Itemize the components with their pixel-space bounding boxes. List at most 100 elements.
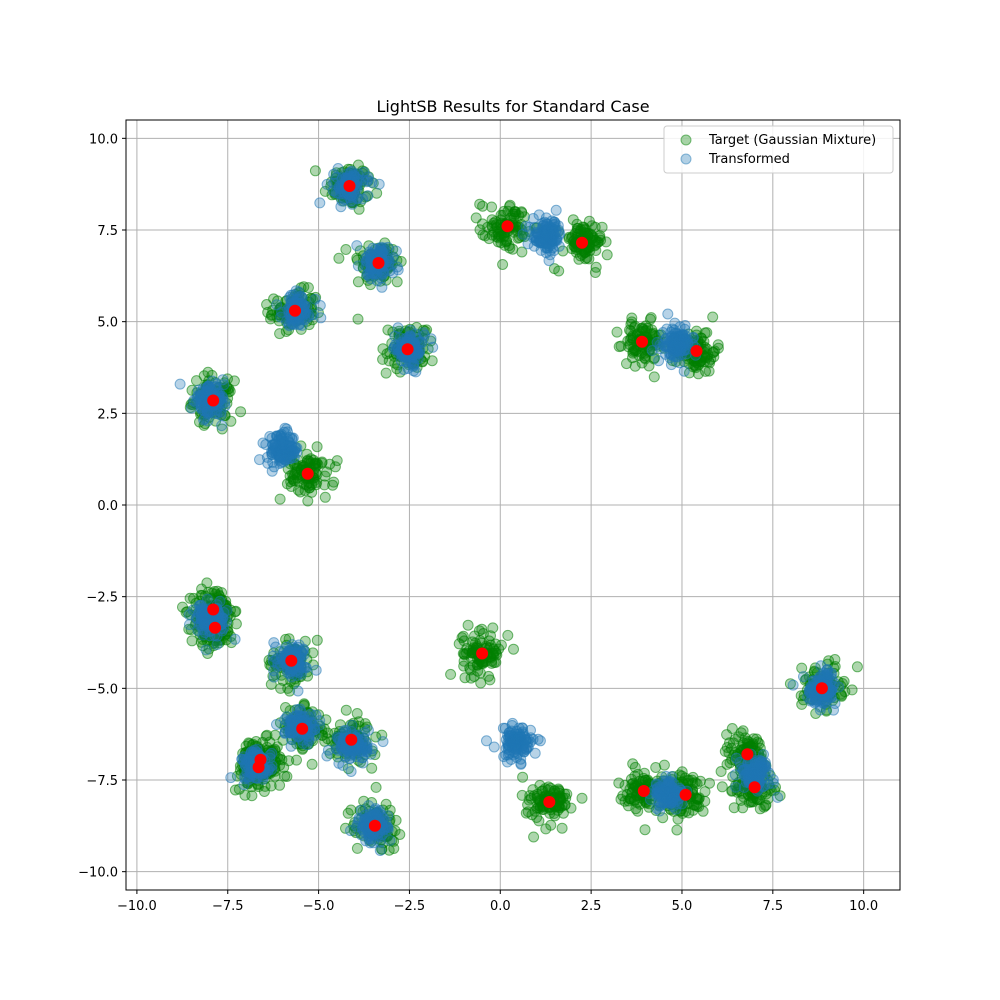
target-point: [352, 313, 364, 325]
legend-marker-target: [680, 134, 692, 146]
transformed-point: [828, 704, 839, 716]
target-point: [567, 214, 579, 226]
transformed-point: [288, 452, 300, 463]
target-point: [445, 668, 457, 680]
legend: Target (Gaussian Mixture) Transformed: [663, 125, 894, 174]
transformed-point: [665, 326, 677, 338]
center-point: [679, 788, 692, 801]
center-point: [636, 335, 648, 348]
transformed-point: [254, 454, 265, 466]
transformed-point: [513, 732, 525, 744]
transformed-point: [362, 174, 374, 186]
target-point: [352, 159, 364, 171]
target-point: [345, 804, 357, 816]
target-point: [690, 362, 702, 374]
target-point: [498, 230, 510, 242]
target-point: [310, 460, 322, 472]
target-point: [328, 476, 340, 488]
transformed-point: [345, 766, 357, 777]
target-point: [477, 218, 488, 230]
target-point: [683, 807, 695, 819]
transformed-point: [678, 365, 690, 377]
target-point: [298, 478, 310, 490]
target-point: [340, 704, 352, 716]
center-point: [815, 682, 828, 695]
transformed-point: [271, 653, 283, 665]
transformed-point: [332, 163, 344, 174]
target-point: [306, 486, 318, 498]
center-point: [368, 819, 381, 832]
target-point: [576, 792, 588, 804]
center-point: [741, 748, 754, 761]
target-point: [475, 677, 487, 689]
transformed-point: [412, 333, 423, 345]
target-point: [851, 661, 863, 673]
center-point: [207, 603, 220, 616]
target-point: [275, 682, 287, 694]
transformed-point: [200, 644, 212, 656]
transformed-point: [266, 760, 278, 772]
transformed-point: [376, 281, 388, 293]
transformed-point: [303, 311, 315, 323]
transformed-point: [257, 437, 269, 449]
target-point: [650, 762, 662, 773]
target-point: [715, 766, 727, 777]
legend-label-target: Target (Gaussian Mixture): [708, 133, 876, 148]
transformed-point: [310, 664, 322, 676]
transformed-point: [515, 758, 527, 769]
transformed-point: [365, 748, 377, 760]
y-tick-label: −7.5: [86, 774, 118, 789]
transformed-point: [314, 300, 326, 311]
x-tick-label: 5.0: [672, 899, 693, 914]
transformed-point: [427, 341, 439, 353]
target-point: [846, 684, 858, 696]
transformed-point: [666, 771, 678, 783]
center-point: [343, 180, 356, 192]
target-point: [366, 762, 378, 774]
legend-marker-transformed: [680, 153, 692, 165]
target-point: [686, 774, 698, 786]
transformed-point: [772, 791, 784, 803]
target-point: [578, 222, 590, 233]
transformed-point: [394, 332, 406, 344]
target-point: [611, 326, 623, 338]
transformed-point: [758, 749, 769, 760]
transformed-point: [345, 825, 356, 837]
x-tick-label: −10.0: [117, 899, 157, 914]
target-point: [590, 261, 602, 273]
transformed-point: [291, 670, 303, 681]
target-point: [519, 211, 530, 223]
transformed-point: [333, 757, 345, 769]
target-point: [486, 201, 498, 213]
x-tick-label: 10.0: [849, 899, 878, 914]
y-tick-label: 7.5: [97, 224, 118, 239]
target-point: [274, 779, 286, 791]
transformed-point: [731, 752, 742, 764]
transformed-point: [662, 308, 674, 320]
target-point: [648, 371, 660, 383]
transformed-point: [314, 197, 326, 209]
target-point: [377, 353, 389, 365]
target-point: [426, 355, 438, 367]
transformed-point: [729, 769, 741, 781]
y-tick-label: 2.5: [97, 407, 118, 422]
transformed-point: [413, 347, 425, 358]
target-point: [261, 299, 273, 310]
x-tick-label: −7.5: [212, 899, 244, 914]
transformed-point: [821, 670, 833, 681]
y-tick-label: 5.0: [97, 316, 118, 331]
transformed-point: [355, 804, 367, 816]
target-point: [502, 629, 514, 641]
y-tick-label: −10.0: [78, 866, 118, 881]
target-point: [235, 406, 247, 418]
target-point: [186, 635, 198, 647]
transformed-point: [238, 779, 250, 791]
chart-title: LightSB Results for Standard Case: [376, 97, 649, 116]
transformed-point: [267, 439, 278, 451]
transformed-point: [268, 671, 280, 683]
transformed-point: [271, 719, 282, 730]
target-point: [370, 781, 382, 793]
target-point: [474, 667, 486, 679]
transformed-point: [373, 178, 385, 190]
transformed-point: [787, 679, 799, 691]
